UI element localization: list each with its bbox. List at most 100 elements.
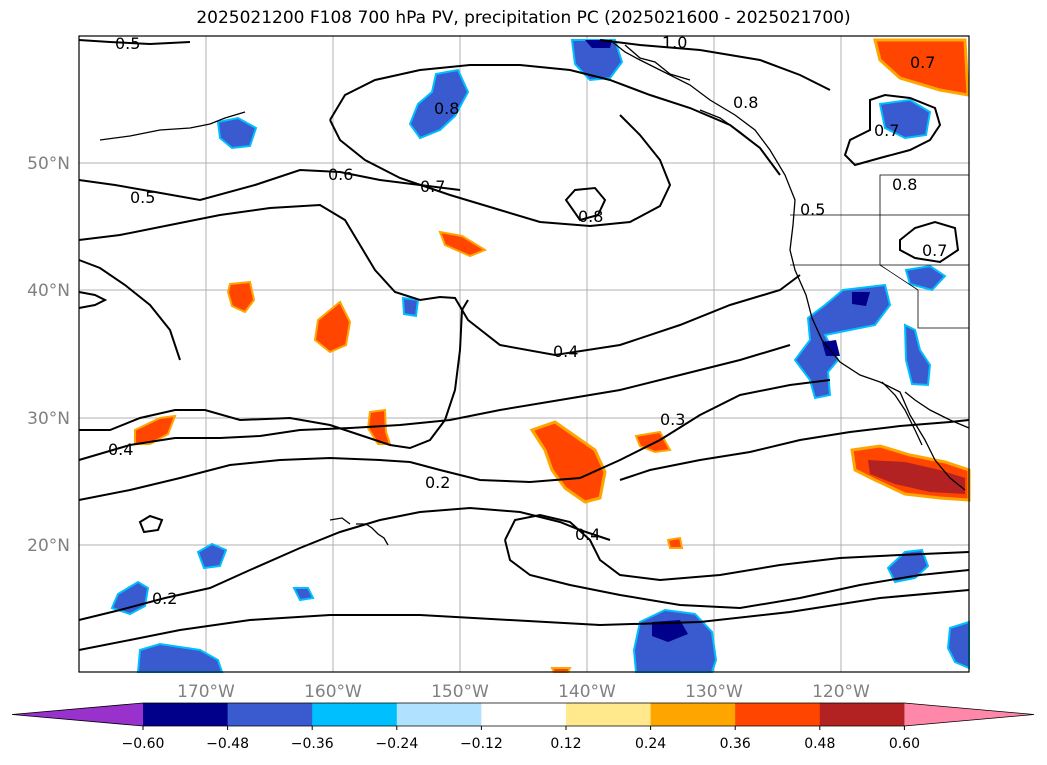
contour-label: 0.4 [575, 525, 600, 544]
contour-label: 0.7 [874, 121, 899, 140]
contour-line [78, 344, 791, 461]
precip-positive [134, 38, 971, 673]
precip-blob [570, 39, 624, 82]
colorbar-tick-label: −0.24 [375, 736, 418, 752]
precip-blob [529, 420, 607, 504]
contour-line [409, 379, 831, 484]
colorbar-segment [312, 703, 398, 726]
contour-label: 0.8 [733, 93, 758, 112]
coastline-alaska-islands [99, 111, 246, 141]
contour-line [78, 203, 801, 357]
precip-blob [216, 116, 258, 150]
contour-label: 0.5 [800, 200, 825, 219]
lat-tick-label: 20°N [27, 536, 70, 556]
coastline-gulf [904, 391, 970, 429]
contour-line [564, 186, 607, 222]
precip-blob [666, 536, 684, 549]
map-area[interactable]: 0.5 1.0 0.8 0.7 0.7 0.8 0.8 0.5 0.6 0.7 … [78, 33, 971, 673]
contour-label: 0.5 [115, 34, 140, 53]
contour-line [843, 93, 942, 167]
lon-tick-label: 140°W [558, 682, 616, 702]
contour-label: 0.4 [553, 342, 578, 361]
colorbar-segment [227, 703, 313, 726]
lon-tick-label: 120°W [812, 682, 870, 702]
contour-label: 0.4 [108, 440, 133, 459]
contour-label: 0.7 [910, 53, 935, 72]
colorbar-tick-label: 0.12 [550, 736, 581, 752]
lon-tick-label: 150°W [431, 682, 489, 702]
precip-blob [196, 542, 228, 570]
contour-line [79, 299, 469, 450]
precip-blob [793, 283, 892, 400]
precip-blob [868, 460, 965, 494]
colorbar-segment [143, 703, 229, 726]
contour-label: 0.2 [425, 473, 450, 492]
contour-labels: 0.5 1.0 0.8 0.7 0.7 0.8 0.8 0.5 0.6 0.7 … [108, 33, 947, 608]
colorbar-tick-label: −0.12 [460, 736, 503, 752]
colorbar-tick-label: 0.48 [804, 736, 835, 752]
contour-label: 1.0 [662, 33, 687, 52]
colorbar-segment [481, 703, 567, 726]
precip-blob [292, 587, 315, 602]
contour-line [619, 419, 970, 481]
contour-line [329, 64, 781, 176]
precip-blob [408, 68, 470, 140]
precip-blob [226, 280, 256, 314]
coastline-baja [881, 381, 923, 446]
contour-line [504, 513, 970, 582]
contour-line [78, 291, 108, 309]
colorbar-extend-low [12, 703, 143, 726]
latitude-labels: 50°N 40°N 30°N 20°N [27, 154, 70, 556]
contour-label: 0.6 [328, 165, 353, 184]
precip-blob [886, 548, 930, 584]
lat-tick-label: 50°N [27, 154, 70, 174]
colorbar-tick-label: 0.24 [635, 736, 666, 752]
precip-blob [903, 323, 932, 387]
precip-blob [652, 620, 688, 642]
lon-tick-label: 170°W [177, 682, 235, 702]
contour-label: 0.7 [420, 177, 445, 196]
contour-line [138, 514, 164, 534]
contour-label: 0.2 [152, 589, 177, 608]
contour-line [78, 39, 191, 46]
precip-blob [946, 620, 970, 670]
colorbar-segment [650, 703, 736, 726]
colorbar: −0.60 −0.48 −0.36 −0.24 −0.12 0.12 0.24 0.36 0.4… [11, 702, 1035, 752]
colorbar-tick-label: −0.36 [291, 736, 334, 752]
chart-title: 2025021200 F108 700 hPa PV, precipitatio… [196, 8, 851, 28]
lat-tick-label: 30°N [27, 409, 70, 429]
contour-label: 0.8 [892, 175, 917, 194]
coastline-north-america [609, 39, 966, 491]
contour-line [78, 589, 970, 651]
colorbar-segment [396, 703, 482, 726]
precip-blob [313, 300, 352, 354]
colorbar-tick-label: −0.60 [122, 736, 165, 752]
precip-blob [438, 230, 488, 258]
contour-line [78, 259, 181, 361]
precip-blob [401, 296, 420, 318]
contour-label: 0.5 [130, 188, 155, 207]
contour-label: 0.8 [578, 207, 603, 226]
lon-tick-label: 130°W [685, 682, 743, 702]
precip-blob [852, 292, 870, 306]
contour-line [329, 114, 672, 228]
longitude-labels: 170°W 160°W 150°W 140°W 130°W 120°W [177, 682, 870, 702]
colorbar-tick-label: −0.48 [206, 736, 249, 752]
state-borders [790, 174, 969, 329]
colorbar-tick-label: 0.36 [720, 736, 751, 752]
contour-line [899, 220, 960, 264]
precip-blob [585, 40, 612, 48]
colorbar-tick-label: 0.60 [889, 736, 920, 752]
contour-label: 0.8 [434, 99, 459, 118]
precip-negative [110, 39, 970, 673]
lon-tick-label: 160°W [304, 682, 362, 702]
contour-label: 0.7 [922, 241, 947, 260]
colorbar-extend-high [904, 703, 1034, 726]
contour-line [78, 506, 611, 621]
precip-blob [873, 38, 970, 97]
colorbar-segment [819, 703, 905, 726]
colorbar-segment [735, 703, 821, 726]
colorbar-segment [566, 703, 652, 726]
contour-line [78, 456, 411, 501]
